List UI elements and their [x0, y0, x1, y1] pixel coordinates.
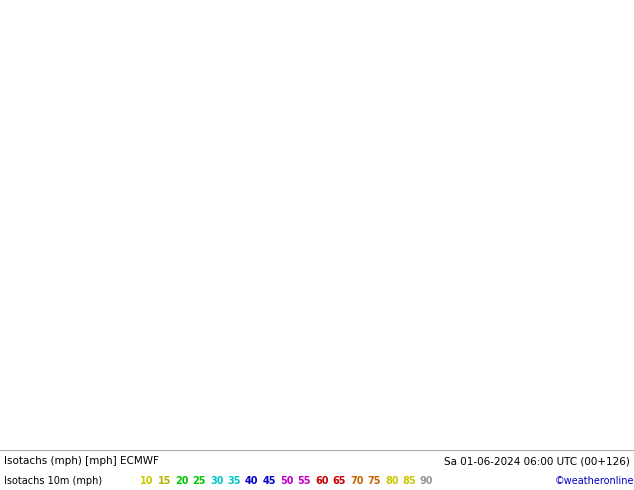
- Text: 85: 85: [403, 476, 416, 486]
- Text: 20: 20: [175, 476, 188, 486]
- Text: 90: 90: [420, 476, 434, 486]
- Text: 60: 60: [315, 476, 328, 486]
- Text: 35: 35: [228, 476, 241, 486]
- Text: 15: 15: [157, 476, 171, 486]
- Text: 30: 30: [210, 476, 224, 486]
- Text: 50: 50: [280, 476, 294, 486]
- Text: 45: 45: [262, 476, 276, 486]
- Text: Isotachs (mph) [mph] ECMWF: Isotachs (mph) [mph] ECMWF: [4, 456, 159, 466]
- Text: 65: 65: [332, 476, 346, 486]
- Text: 75: 75: [368, 476, 381, 486]
- Text: 40: 40: [245, 476, 259, 486]
- Text: Isotachs 10m (mph): Isotachs 10m (mph): [4, 476, 102, 486]
- Text: 80: 80: [385, 476, 399, 486]
- Text: ©weatheronline.co.uk: ©weatheronline.co.uk: [555, 476, 634, 486]
- Text: 55: 55: [297, 476, 311, 486]
- Text: 25: 25: [193, 476, 206, 486]
- Text: 10: 10: [140, 476, 153, 486]
- Text: Sa 01-06-2024 06:00 UTC (00+126): Sa 01-06-2024 06:00 UTC (00+126): [444, 456, 630, 466]
- Text: 70: 70: [350, 476, 363, 486]
